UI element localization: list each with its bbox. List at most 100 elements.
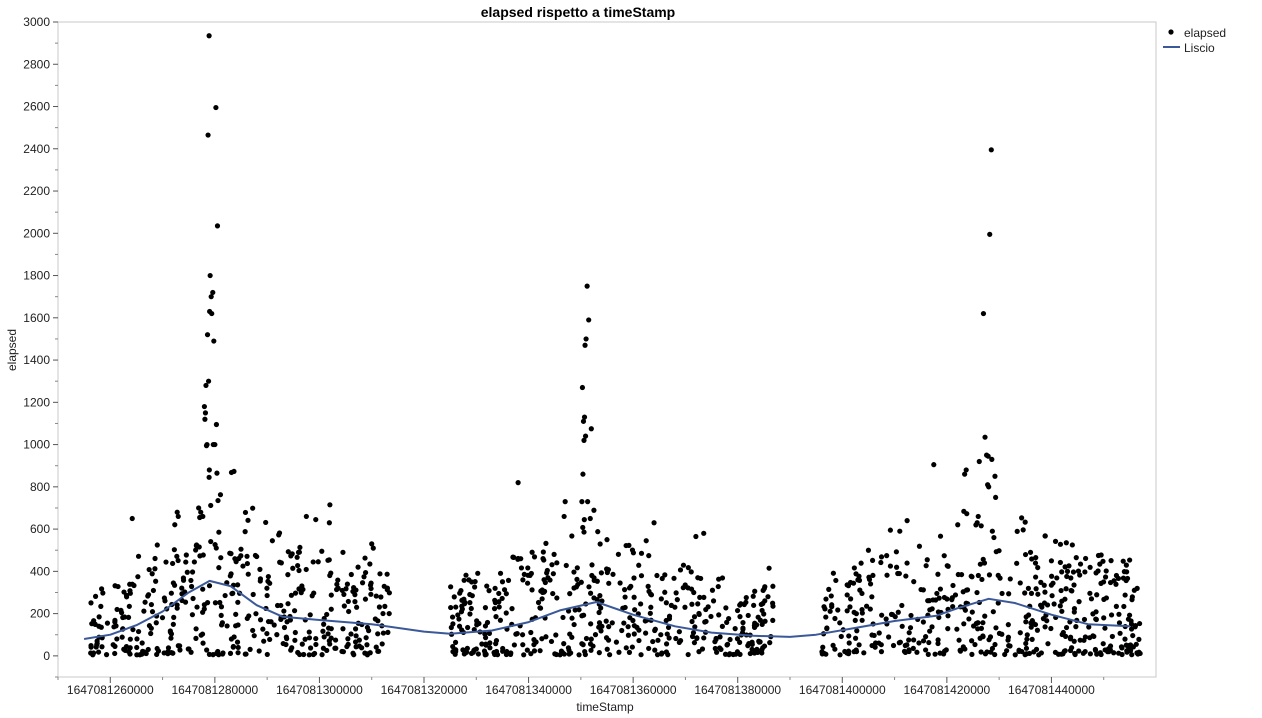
scatter-point	[562, 499, 568, 505]
scatter-point	[537, 648, 543, 654]
scatter-point	[1049, 593, 1055, 599]
scatter-point	[380, 610, 386, 617]
scatter-point	[1129, 652, 1135, 658]
scatter-point	[581, 612, 587, 618]
scatter-point	[960, 644, 966, 650]
scatter-point	[493, 649, 500, 655]
scatter-point	[171, 614, 177, 620]
scatter-point	[709, 587, 716, 593]
scatter-point	[632, 607, 638, 613]
scatter-point	[209, 310, 215, 317]
x-tick-label-7: 1647081400000	[799, 683, 886, 697]
scatter-point	[663, 641, 670, 647]
scatter-point	[1091, 633, 1097, 640]
scatter-point	[966, 616, 972, 622]
scatter-point	[927, 628, 933, 634]
scatter-point	[911, 579, 917, 585]
scatter-point	[291, 608, 298, 614]
scatter-point	[606, 580, 612, 586]
scatter-point	[449, 614, 456, 620]
y-tick-label-0: 0	[43, 649, 50, 663]
scatter-point	[1024, 632, 1030, 638]
scatter-point	[179, 585, 185, 591]
scatter-point	[899, 623, 905, 629]
scatter-point	[560, 614, 566, 621]
scatter-point	[626, 649, 633, 655]
scatter-point	[448, 584, 454, 590]
scatter-point	[227, 573, 233, 579]
scatter-point	[177, 647, 183, 653]
scatter-point	[1077, 561, 1084, 567]
scatter-point	[685, 651, 691, 658]
scatter-point	[869, 557, 876, 564]
scatter-point	[752, 588, 758, 594]
scatter-point	[1045, 641, 1051, 647]
scatter-point	[648, 604, 654, 610]
scatter-point	[537, 605, 543, 611]
scatter-point	[527, 572, 533, 578]
scatter-point	[1029, 636, 1035, 642]
scatter-point	[596, 650, 602, 656]
scatter-point	[482, 631, 488, 637]
y-axis: 0 200 400 600 800 1000 1200 1400 1600 1800 2000 220…	[23, 15, 58, 678]
scatter-point	[576, 652, 582, 658]
scatter-point	[319, 652, 325, 658]
scatter-point	[869, 632, 875, 638]
x-axis-title: timeStamp	[576, 700, 634, 714]
scatter-point	[571, 569, 577, 575]
y-tick-label-4: 800	[30, 480, 50, 494]
scatter-point	[224, 623, 230, 629]
scatter-point	[737, 614, 743, 620]
scatter-point	[153, 620, 159, 626]
scatter-point	[247, 646, 253, 652]
scatter-point	[376, 604, 383, 610]
scatter-point	[110, 642, 116, 648]
scatter-point	[741, 601, 747, 608]
scatter-point	[870, 572, 876, 579]
scatter-point	[380, 630, 387, 636]
scatter-point	[276, 532, 282, 538]
scatter-point	[926, 639, 932, 646]
scatter-point	[483, 642, 489, 648]
scatter-point	[375, 631, 381, 637]
scatter-point	[623, 645, 629, 651]
scatter-point	[465, 624, 471, 631]
scatter-point	[655, 637, 661, 643]
scatter-point	[1022, 551, 1029, 558]
scatter-point	[591, 507, 597, 513]
scatter-point	[929, 606, 935, 612]
scatter-point	[957, 647, 963, 653]
scatter-point	[1019, 648, 1025, 655]
scatter-point	[196, 505, 202, 511]
scatter-point	[571, 621, 577, 628]
scatter-point	[362, 650, 368, 656]
scatter-point	[1123, 562, 1129, 568]
scatter-point	[740, 620, 746, 626]
scatter-point	[752, 620, 758, 626]
scatter-point	[539, 636, 545, 642]
scatter-point	[313, 635, 319, 642]
scatter-point	[306, 652, 312, 658]
scatter-point	[203, 382, 209, 389]
scatter-point	[929, 624, 935, 630]
scatter-point	[1069, 588, 1075, 594]
scatter-point	[578, 579, 584, 585]
scatter-point	[496, 590, 502, 597]
scatter-point	[328, 606, 334, 612]
scatter-point	[688, 569, 694, 575]
scatter-point	[521, 652, 527, 658]
scatter-point	[906, 637, 912, 643]
scatter-point	[252, 552, 259, 559]
scatter-point	[756, 639, 762, 645]
scatter-point	[311, 590, 317, 596]
scatter-point	[511, 642, 517, 648]
scatter-point	[196, 544, 202, 550]
scatter-point	[168, 590, 174, 596]
scatter-point	[926, 598, 932, 604]
scatter-point	[1033, 586, 1039, 592]
scatter-point	[466, 577, 472, 583]
scatter-point	[1063, 540, 1069, 546]
scatter-point	[363, 635, 369, 641]
scatter-point	[257, 578, 263, 584]
scatter-point	[213, 104, 219, 111]
